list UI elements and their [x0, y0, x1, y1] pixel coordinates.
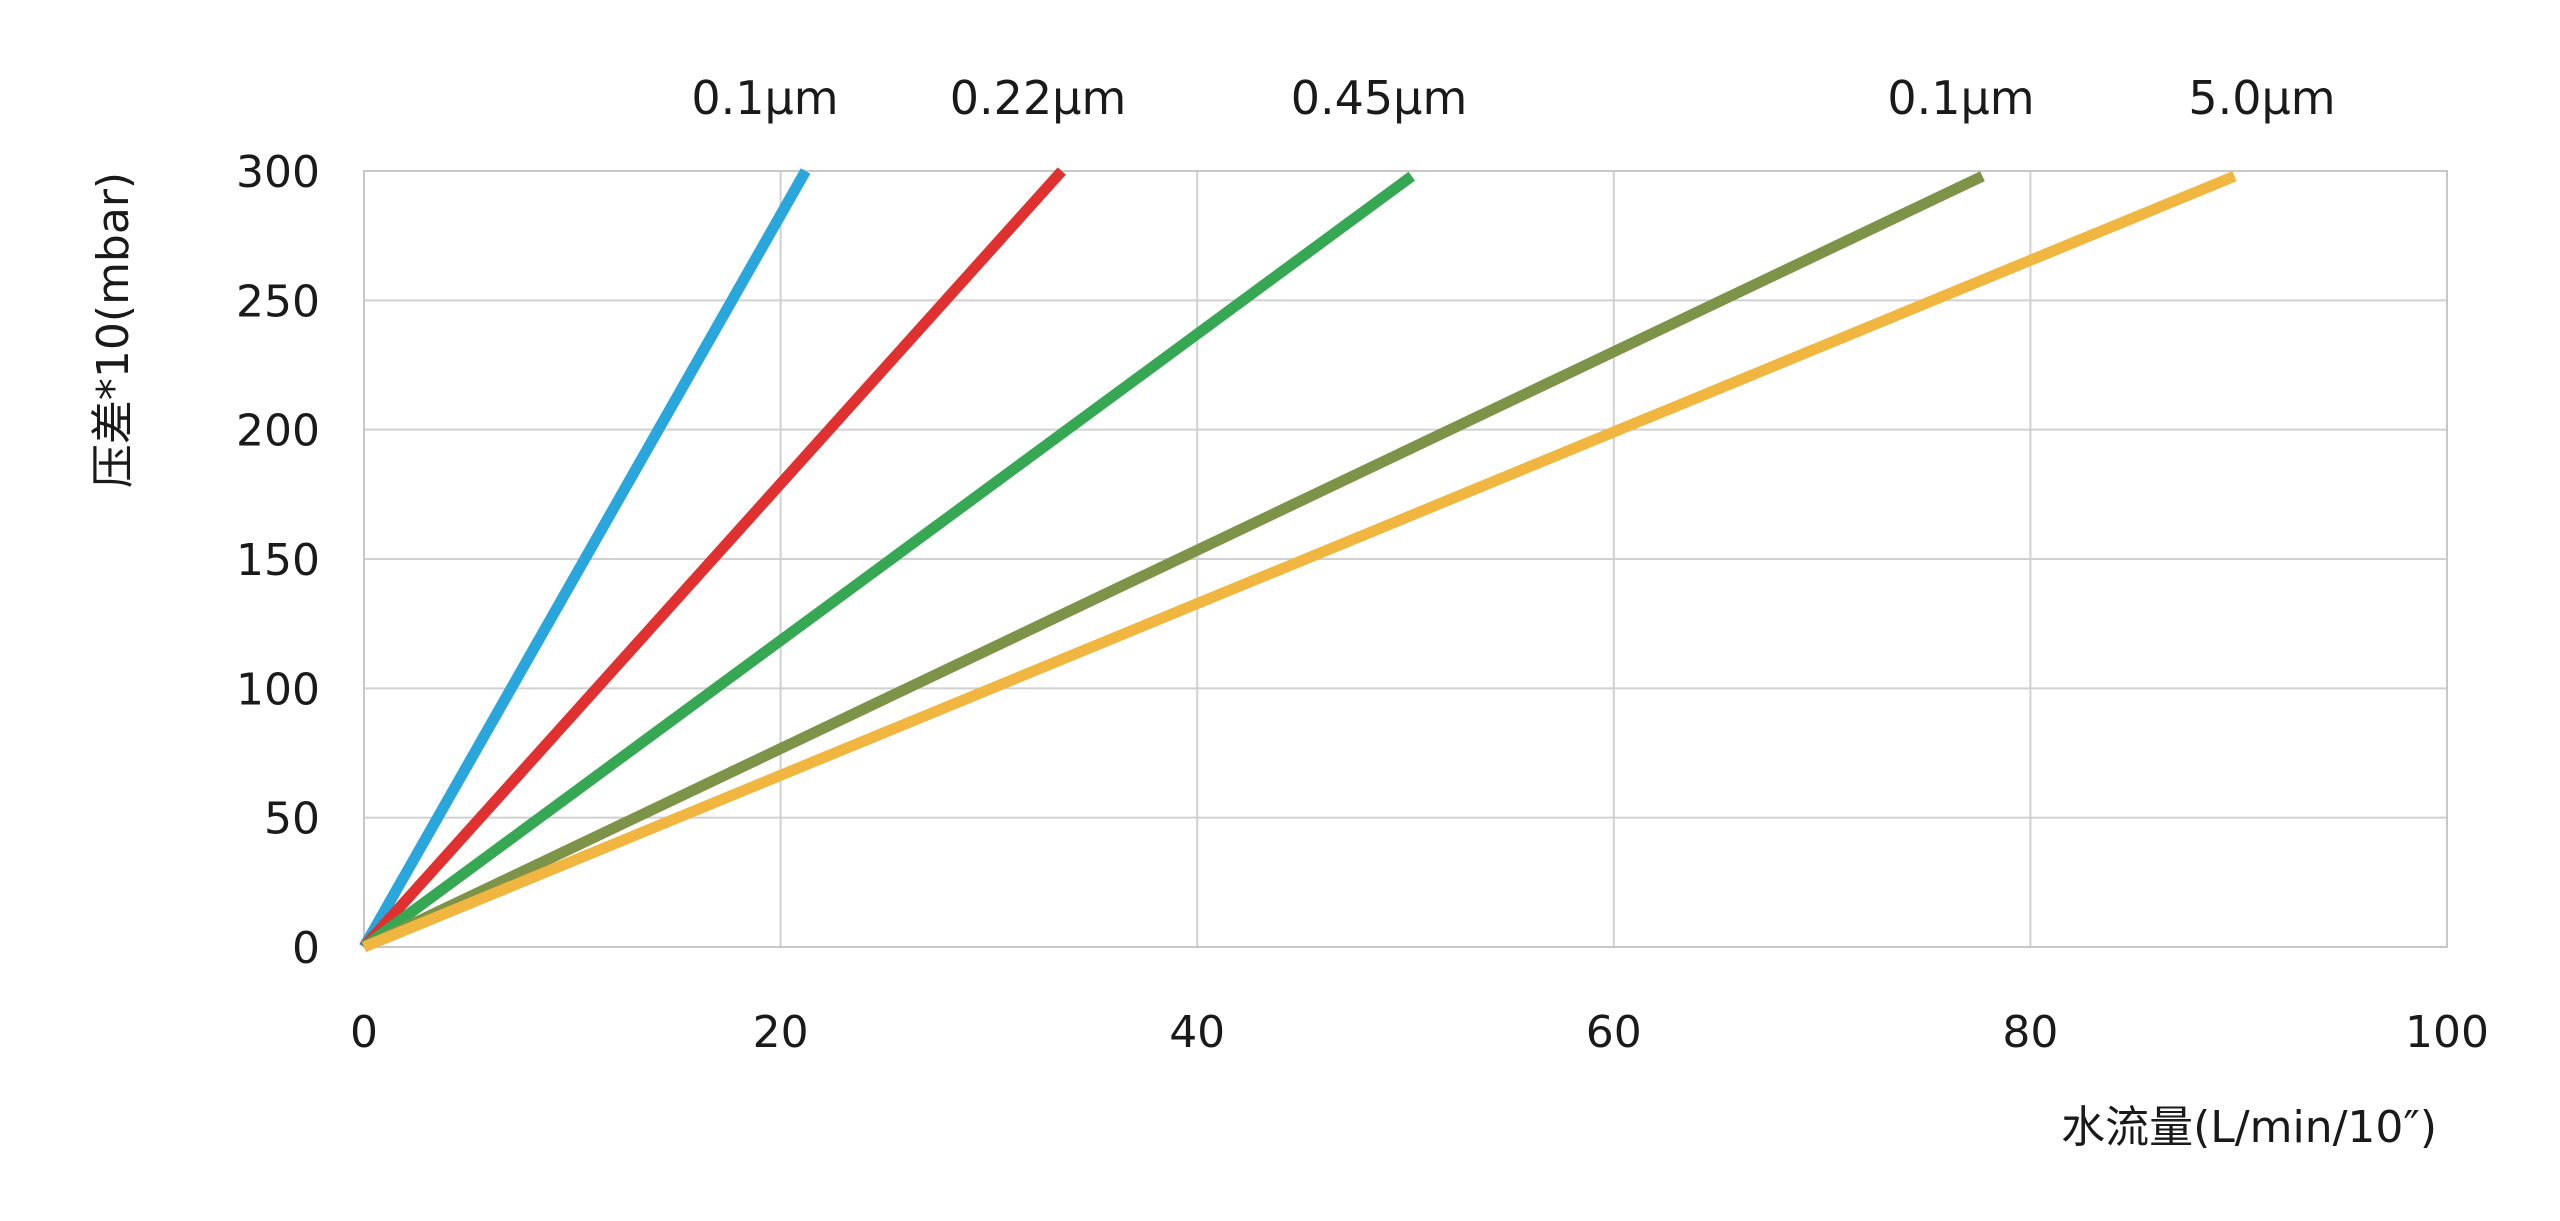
y-tick-label: 100 — [236, 664, 320, 715]
series-line — [360, 171, 1416, 952]
x-tick-label: 60 — [1586, 1007, 1642, 1058]
y-tick-label: 0 — [292, 923, 320, 974]
x-tick-label: 100 — [2405, 1007, 2489, 1058]
series-labels: 0.1µm 0.22µm 0.45µm 0.1µm 5.0µm — [691, 71, 2335, 125]
series-line — [361, 171, 2237, 953]
x-tick-label: 80 — [2002, 1007, 2058, 1058]
grid — [363, 170, 2448, 948]
series-label: 0.1µm — [691, 71, 838, 125]
y-tick-label: 150 — [236, 535, 320, 586]
x-tick-label: 0 — [350, 1007, 378, 1058]
series-label: 0.45µm — [1291, 71, 1468, 125]
plot-frame — [363, 170, 2448, 948]
x-axis-title: 水流量(L/min/10″) — [2061, 1102, 2437, 1153]
y-axis-title: 压差*10(mbar) — [88, 172, 139, 488]
series-line — [359, 168, 811, 950]
series-label: 0.1µm — [1887, 71, 2034, 125]
y-tick-label: 50 — [264, 794, 320, 845]
y-tick-label: 250 — [236, 276, 320, 327]
series-label: 0.22µm — [950, 71, 1127, 125]
y-tick-label: 300 — [236, 147, 320, 198]
x-tick-label: 20 — [753, 1007, 809, 1058]
x-axis-ticks: 0 20 40 60 80 100 — [350, 1007, 2489, 1058]
series-line — [361, 171, 1985, 952]
series-label: 5.0µm — [2188, 71, 2335, 125]
series-line — [359, 167, 1066, 951]
y-axis-ticks: 0 50 100 150 200 250 300 — [236, 147, 320, 974]
y-tick-label: 200 — [236, 406, 320, 457]
series — [359, 167, 2237, 953]
x-tick-label: 40 — [1169, 1007, 1225, 1058]
